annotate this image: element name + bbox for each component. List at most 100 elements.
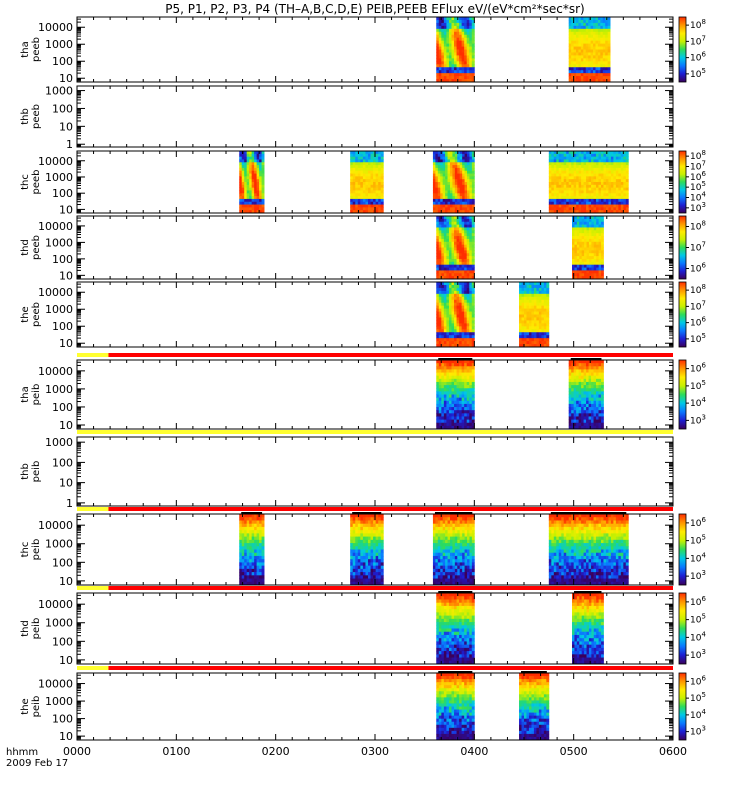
heat-cell xyxy=(536,335,539,338)
heat-cell xyxy=(579,162,582,165)
heat-cell xyxy=(469,317,472,320)
heat-cell xyxy=(564,179,567,182)
heat-cell xyxy=(457,248,460,251)
heat-cell xyxy=(616,168,619,171)
heat-cell xyxy=(441,332,444,335)
heat-cell xyxy=(608,196,611,199)
heat-cell xyxy=(376,182,379,185)
heat-cell xyxy=(365,207,368,210)
heat-cell xyxy=(459,38,462,41)
heat-cell xyxy=(449,222,452,225)
heat-cell xyxy=(529,332,532,335)
heat-cell xyxy=(526,303,529,306)
heat-cell xyxy=(591,239,594,242)
heat-cell xyxy=(576,404,579,408)
heat-cell xyxy=(443,188,446,191)
heat-cell xyxy=(574,385,577,389)
heat-cell xyxy=(576,165,579,168)
heat-cell xyxy=(455,196,458,199)
heat-cell xyxy=(454,52,457,55)
heat-cell xyxy=(589,236,592,239)
heat-cell xyxy=(451,382,454,386)
heat-cell xyxy=(247,165,250,168)
heat-cell xyxy=(363,193,366,196)
heat-cell xyxy=(591,196,594,199)
heat-cell xyxy=(462,379,465,383)
heat-cell xyxy=(613,162,616,165)
heat-cell xyxy=(600,73,603,76)
heat-cell xyxy=(594,233,597,236)
heat-cell xyxy=(469,38,472,41)
heat-cell xyxy=(599,416,602,420)
heat-cell xyxy=(373,157,376,160)
heat-cell xyxy=(454,253,457,256)
heat-cell xyxy=(599,382,602,386)
heat-cell xyxy=(519,294,522,297)
heat-cell xyxy=(541,288,544,291)
heat-cell xyxy=(257,165,260,168)
heat-cell xyxy=(601,154,604,157)
heat-cell xyxy=(446,309,449,312)
heat-cell xyxy=(436,323,439,326)
heat-cell xyxy=(457,256,460,259)
heat-cell xyxy=(262,185,265,188)
heat-cell xyxy=(579,379,582,383)
heat-cell xyxy=(467,227,470,230)
heat-cell xyxy=(239,162,242,165)
heat-cell xyxy=(621,190,624,193)
heat-cell xyxy=(587,248,590,251)
heat-cell xyxy=(441,317,444,320)
heat-cell xyxy=(571,366,574,370)
heat-cell xyxy=(599,410,602,414)
heat-cell xyxy=(443,154,446,157)
heat-cell xyxy=(566,157,569,160)
heat-cell xyxy=(257,171,260,174)
heat-cell xyxy=(454,401,457,405)
heat-cell xyxy=(457,70,460,73)
heat-cell xyxy=(581,196,584,199)
heat-cell xyxy=(524,320,527,323)
heat-cell xyxy=(249,193,252,196)
heat-cell xyxy=(596,423,599,427)
heat-cell xyxy=(579,404,582,408)
heat-cell xyxy=(581,199,584,202)
heat-cell xyxy=(441,265,444,268)
heat-cell xyxy=(577,245,580,248)
heat-cell xyxy=(350,154,353,157)
heat-cell xyxy=(462,50,465,53)
heat-cell xyxy=(469,256,472,259)
heat-cell xyxy=(569,420,572,424)
heat-cell xyxy=(581,23,584,26)
heat-cell xyxy=(439,326,442,329)
heat-cell xyxy=(584,366,587,370)
heat-cell xyxy=(626,196,629,199)
heat-cell xyxy=(462,410,465,414)
heat-cell xyxy=(603,50,606,53)
heat-cell xyxy=(608,76,611,79)
heat-cell xyxy=(605,61,608,64)
heat-cell xyxy=(587,273,590,276)
heat-cell xyxy=(469,67,472,70)
heat-cell xyxy=(462,382,465,386)
heat-cell xyxy=(561,205,564,208)
heat-cell xyxy=(459,23,462,26)
heat-cell xyxy=(601,270,604,273)
heat-cell xyxy=(445,182,448,185)
heat-cell xyxy=(472,73,475,76)
heat-cell xyxy=(448,207,451,210)
heat-cell xyxy=(621,157,624,160)
heat-cell xyxy=(454,315,457,318)
heat-cell xyxy=(596,159,599,162)
heat-cell xyxy=(454,248,457,251)
heat-cell xyxy=(574,248,577,251)
heat-cell xyxy=(451,242,454,245)
heat-cell xyxy=(467,171,470,174)
heat-cell xyxy=(449,338,452,341)
heat-cell xyxy=(586,407,589,411)
heat-cell xyxy=(519,288,522,291)
heat-cell xyxy=(444,38,447,41)
heat-cell xyxy=(454,20,457,23)
heat-cell xyxy=(586,47,589,50)
heat-cell xyxy=(449,23,452,26)
heat-cell xyxy=(247,202,250,205)
